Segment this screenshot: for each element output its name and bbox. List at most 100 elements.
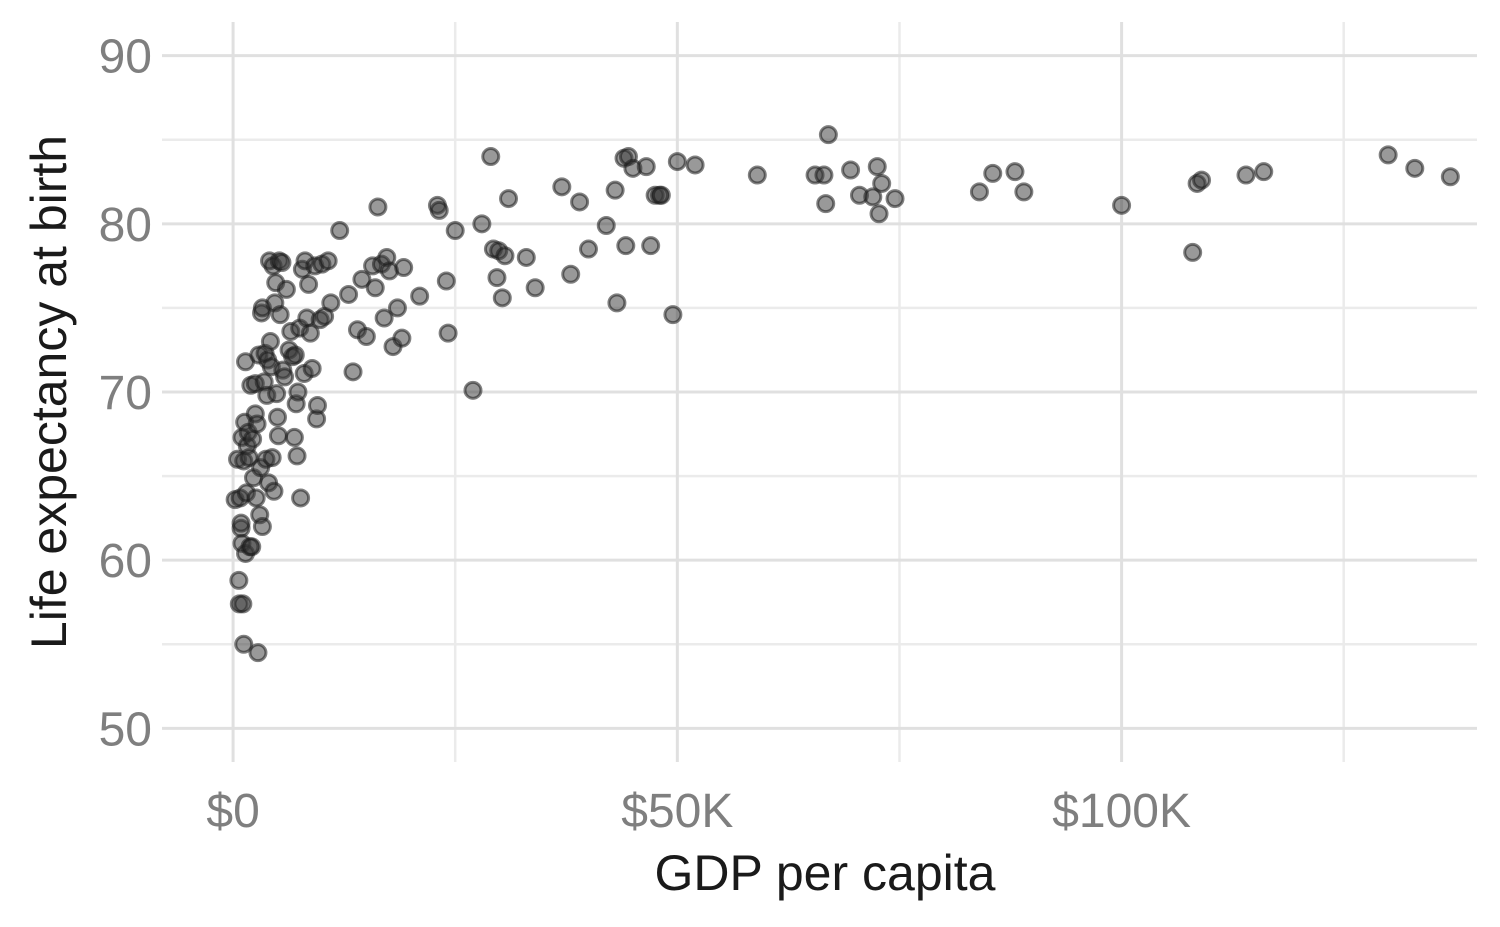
data-point [472, 214, 492, 234]
data-point [561, 264, 581, 284]
data-point [267, 384, 287, 404]
data-point [352, 269, 372, 289]
data-point [287, 446, 307, 466]
data-point [651, 185, 671, 205]
data-point [284, 427, 304, 447]
data-point [596, 216, 616, 235]
data-point [1192, 170, 1212, 190]
data-point [394, 258, 414, 278]
data-point [247, 414, 267, 434]
data-point [242, 537, 262, 557]
data-point [492, 288, 512, 308]
data-point [663, 305, 683, 325]
data-point [1005, 162, 1025, 182]
x-tick-labels: $0 $50K $100K [206, 785, 1191, 838]
data-point [275, 367, 295, 387]
data-point [300, 323, 320, 343]
data-point [270, 305, 290, 325]
data-point [570, 192, 590, 212]
data-point [260, 332, 280, 352]
data-point [288, 382, 308, 402]
data-point [343, 362, 363, 382]
data-point [872, 173, 892, 193]
data-point [246, 488, 266, 508]
data-point [262, 448, 282, 468]
data-point [578, 239, 598, 259]
x-tick-label: $50K [621, 785, 733, 838]
data-point [365, 278, 385, 298]
data-point [814, 165, 834, 185]
data-point [1236, 165, 1256, 185]
data-point [307, 395, 327, 415]
data-point [463, 380, 483, 400]
data-point [1440, 167, 1460, 187]
data-point [302, 358, 322, 378]
data-point [1183, 242, 1203, 262]
grid-layer [162, 22, 1477, 762]
data-point [248, 643, 268, 663]
data-point [816, 194, 836, 214]
data-point [818, 125, 838, 145]
data-point [969, 182, 989, 202]
data-point [374, 308, 394, 328]
data-point [285, 345, 305, 365]
data-point [291, 488, 311, 508]
data-point [321, 293, 341, 313]
x-tick-label: $100K [1052, 785, 1191, 838]
data-point [264, 481, 284, 501]
y-tick-label: 50 [99, 703, 152, 756]
data-point [983, 163, 1003, 183]
y-axis-title: Life expectancy at birth [21, 135, 77, 649]
data-point [636, 157, 656, 177]
data-point [1378, 145, 1398, 165]
data-point [445, 221, 465, 241]
points-layer [225, 125, 1460, 663]
data-point [863, 187, 883, 207]
data-point [867, 157, 887, 177]
data-point [272, 253, 292, 272]
x-tick-label: $0 [206, 785, 259, 838]
y-tick-label: 80 [99, 199, 152, 252]
y-tick-labels: 50 60 70 80 90 [99, 31, 152, 757]
data-point [499, 189, 519, 209]
data-point [252, 517, 272, 537]
data-point [318, 251, 338, 271]
data-point [869, 204, 889, 224]
data-point [667, 152, 687, 172]
data-point [231, 513, 251, 533]
data-point [410, 286, 430, 306]
data-point [438, 323, 458, 343]
data-point [1112, 195, 1132, 215]
data-point [392, 328, 412, 348]
y-tick-label: 90 [99, 31, 152, 84]
data-point [268, 407, 288, 427]
data-point [685, 155, 705, 175]
data-point [641, 236, 661, 256]
data-point [605, 180, 625, 200]
data-point [552, 177, 572, 197]
data-point [233, 594, 253, 614]
data-point [387, 298, 407, 318]
data-point [487, 268, 507, 288]
data-point [607, 293, 627, 313]
data-point [516, 247, 536, 267]
data-point [1014, 182, 1034, 202]
data-point [885, 189, 905, 209]
data-point [1254, 162, 1274, 182]
data-point [276, 279, 296, 299]
data-point [234, 634, 254, 654]
data-point [330, 221, 350, 241]
data-point [436, 271, 456, 291]
data-point [268, 426, 288, 446]
data-point [229, 570, 249, 590]
data-point [368, 197, 388, 217]
data-point [525, 278, 545, 298]
data-point [616, 236, 636, 256]
data-point [841, 160, 861, 180]
y-tick-label: 70 [99, 367, 152, 420]
data-point [243, 429, 263, 449]
y-tick-label: 60 [99, 535, 152, 588]
x-axis-title: GDP per capita [655, 845, 996, 901]
data-point [747, 165, 767, 185]
